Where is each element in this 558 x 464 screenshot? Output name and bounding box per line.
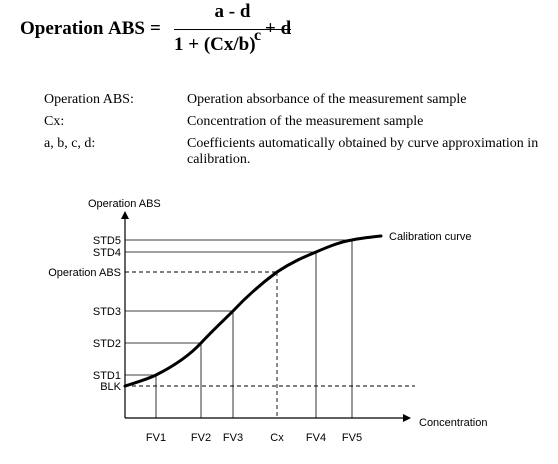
- definition-term: a, b, c, d:: [44, 136, 96, 151]
- x-label-fv5: FV5: [342, 432, 362, 444]
- y-label-std2: STD2: [93, 338, 121, 350]
- x-label-fv4: FV4: [306, 432, 326, 444]
- formula-exponent: c: [254, 27, 262, 44]
- definition-desc: Coefficients automatically obtained by c…: [187, 136, 539, 167]
- calibration-curve: [123, 234, 383, 388]
- y-label-std5: STD5: [93, 235, 121, 247]
- x-label-fv2: FV2: [191, 432, 211, 444]
- x-label-cx: Cx: [270, 432, 284, 444]
- definition-term: Operation ABS:: [44, 92, 134, 107]
- x-label-fv1: FV1: [146, 432, 166, 444]
- y-label-std1: STD1: [93, 370, 121, 382]
- y-label-std4: STD4: [93, 247, 121, 259]
- x-axis-title: Concentration: [419, 417, 488, 429]
- formula-denominator: 1 + (Cx/b): [174, 34, 256, 55]
- definition-term: Cx:: [44, 114, 65, 129]
- y-label-blk: BLK: [100, 381, 121, 393]
- y-axis-title: Operation ABS: [88, 198, 161, 210]
- definition-desc: Operation absorbance of the measurement …: [187, 92, 467, 107]
- definition-desc: Concentration of the measurement sample: [187, 114, 424, 129]
- formula-tail: + d: [265, 18, 292, 39]
- fraction-bar: [174, 29, 291, 30]
- x-label-fv3: FV3: [223, 432, 243, 444]
- y-label-operation-abs: Operation ABS: [48, 267, 121, 279]
- formula-numerator: a - d: [214, 1, 251, 22]
- formula-label: Operation: [20, 18, 104, 39]
- calibration-formula: Operation ABS = a - d 1 + (Cx/b) c + d: [0, 0, 558, 70]
- formula-lhs: ABS: [108, 18, 145, 39]
- curve-label: Calibration curve: [389, 231, 472, 243]
- formula-equals: =: [150, 18, 161, 39]
- y-label-std3: STD3: [93, 306, 121, 318]
